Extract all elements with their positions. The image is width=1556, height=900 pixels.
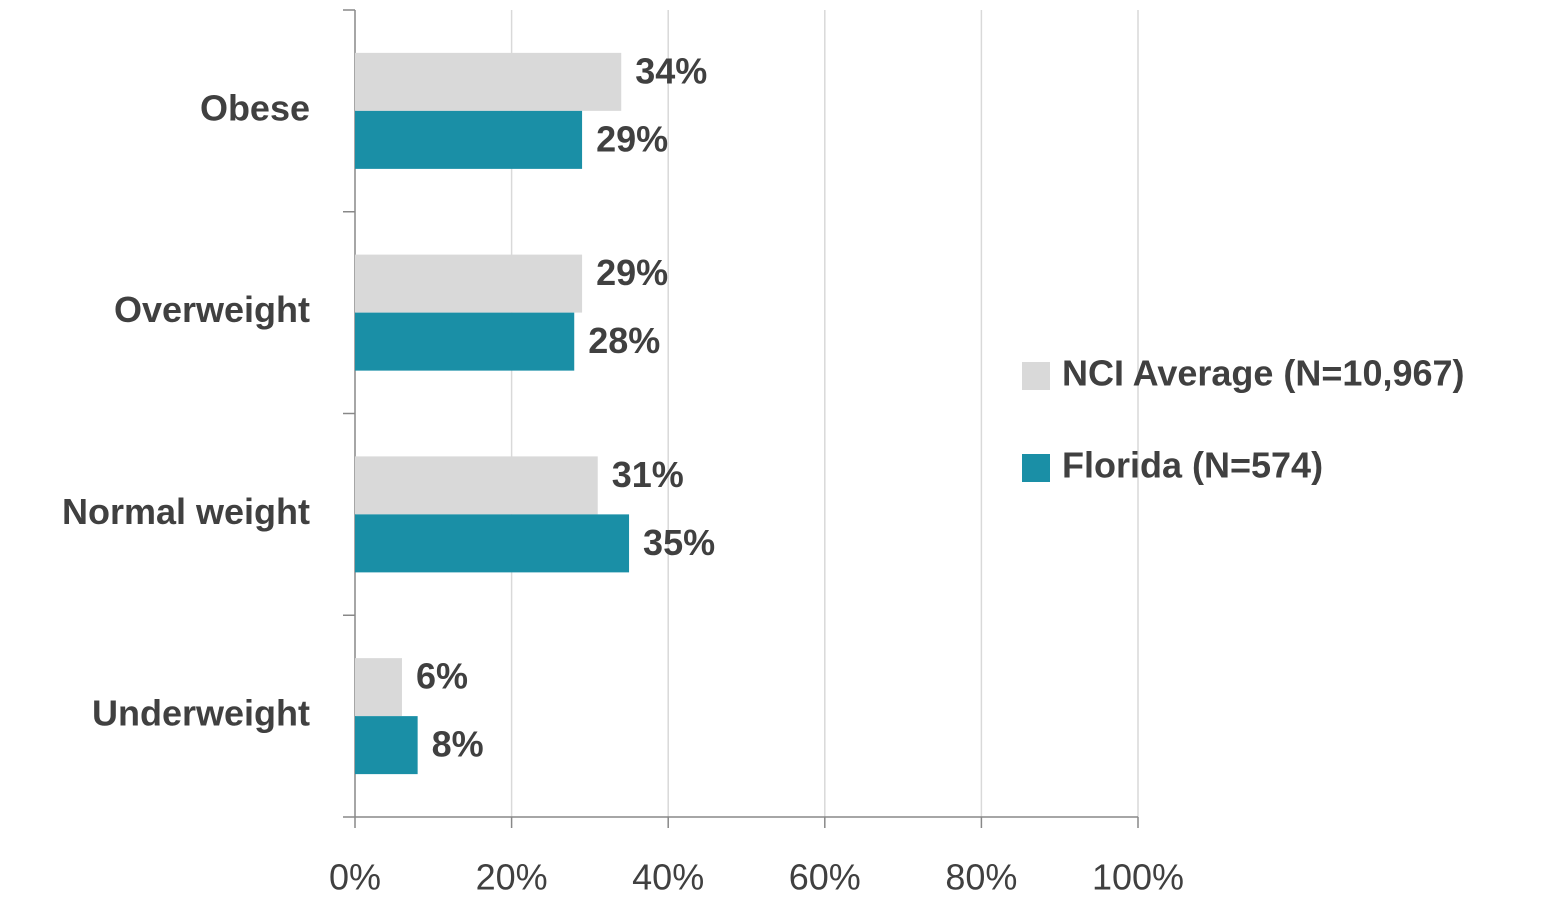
bar <box>355 110 583 169</box>
y-tick-label: Underweight <box>92 693 310 734</box>
value-label: 6% <box>416 656 468 697</box>
x-tick-label: 100% <box>1092 857 1184 898</box>
value-label: 35% <box>643 522 715 563</box>
x-tick-label: 60% <box>789 857 861 898</box>
x-tick-label: 80% <box>945 857 1017 898</box>
bar <box>355 658 402 717</box>
x-tick-label: 40% <box>632 857 704 898</box>
x-tick-label: 20% <box>476 857 548 898</box>
value-label: 31% <box>612 454 684 495</box>
legend-swatch <box>1022 454 1050 482</box>
value-label: 28% <box>588 320 660 361</box>
x-tick-label: 0% <box>329 857 381 898</box>
legend-swatch <box>1022 362 1050 390</box>
value-label: 34% <box>635 50 707 91</box>
bar <box>355 52 622 111</box>
y-tick-label: Overweight <box>114 289 310 330</box>
value-label: 8% <box>432 724 484 765</box>
value-label: 29% <box>596 252 668 293</box>
bar <box>355 716 418 775</box>
value-label: 29% <box>596 118 668 159</box>
y-tick-label: Obese <box>200 87 310 128</box>
bar <box>355 254 583 313</box>
bar <box>355 514 630 573</box>
legend-label: NCI Average (N=10,967) <box>1062 353 1465 394</box>
y-tick-label: Normal weight <box>62 491 310 532</box>
bar <box>355 312 575 371</box>
legend-label: Florida (N=574) <box>1062 445 1323 486</box>
bar <box>355 456 598 515</box>
